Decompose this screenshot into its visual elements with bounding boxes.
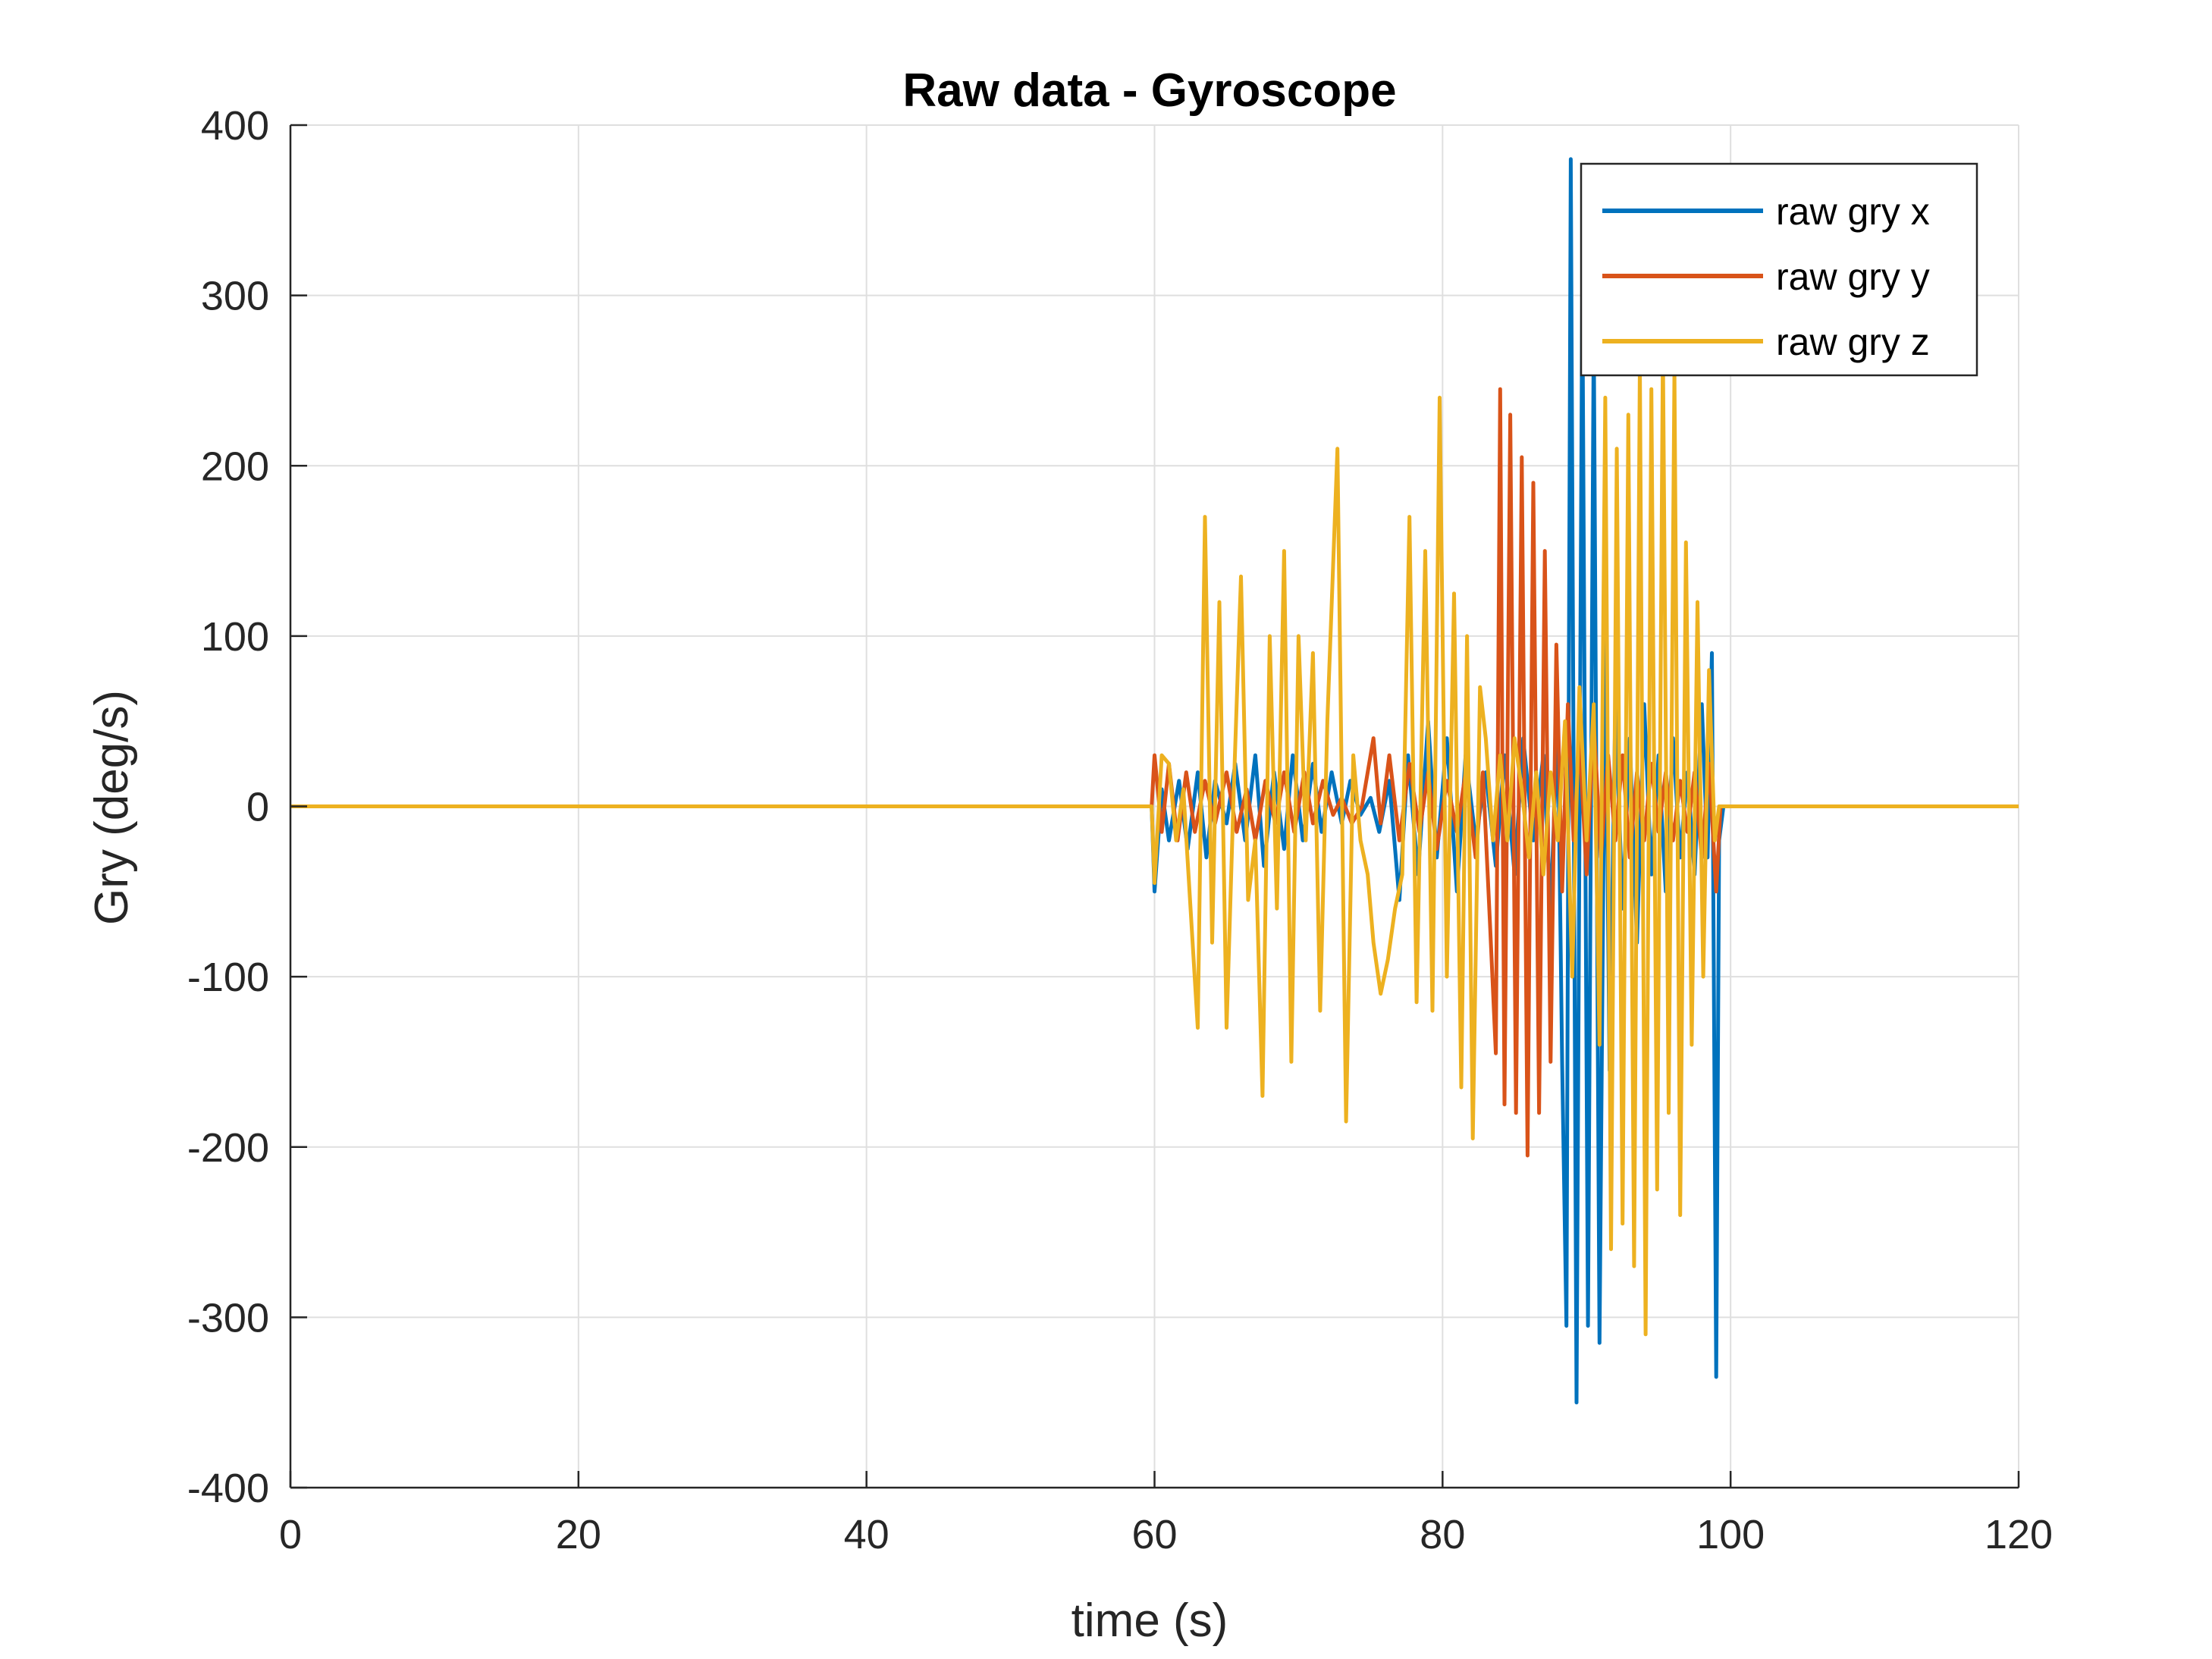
x-tick-label: 100 xyxy=(1696,1512,1765,1557)
y-tick-label: -100 xyxy=(187,955,269,1000)
y-tick-label: -300 xyxy=(187,1295,269,1341)
x-tick-label: 80 xyxy=(1420,1512,1465,1557)
y-axis-ticks: -400 -300 -200 -100 0 100 200 300 400 xyxy=(187,103,307,1511)
y-tick-label: -400 xyxy=(187,1466,269,1511)
x-tick-label: 60 xyxy=(1131,1512,1177,1557)
x-tick-label: 0 xyxy=(279,1512,302,1557)
y-tick-label: 0 xyxy=(246,785,269,830)
chart-title: Raw data - Gyroscope xyxy=(902,64,1396,117)
plot-area xyxy=(290,157,2019,1405)
legend-label: raw gry y xyxy=(1776,256,1930,298)
y-tick-label: 300 xyxy=(201,274,269,319)
y-tick-label: 200 xyxy=(201,444,269,489)
x-tick-label: 20 xyxy=(556,1512,601,1557)
legend-label: raw gry x xyxy=(1776,190,1930,233)
y-tick-label: 100 xyxy=(201,614,269,660)
legend: raw gry x raw gry y raw gry z xyxy=(1580,162,1978,377)
y-axis-label: Gry (deg/s) xyxy=(86,690,138,925)
series-line-raw-gry-z xyxy=(290,344,2019,1337)
x-tick-label: 120 xyxy=(1985,1512,2053,1557)
x-tick-label: 40 xyxy=(844,1512,890,1557)
y-tick-label: -200 xyxy=(187,1125,269,1171)
x-axis-label: time (s) xyxy=(1071,1595,1228,1647)
y-tick-label: 400 xyxy=(201,103,269,149)
x-axis-ticks: 0 20 40 60 80 100 120 xyxy=(279,1471,2053,1557)
legend-label: raw gry z xyxy=(1776,321,1930,363)
